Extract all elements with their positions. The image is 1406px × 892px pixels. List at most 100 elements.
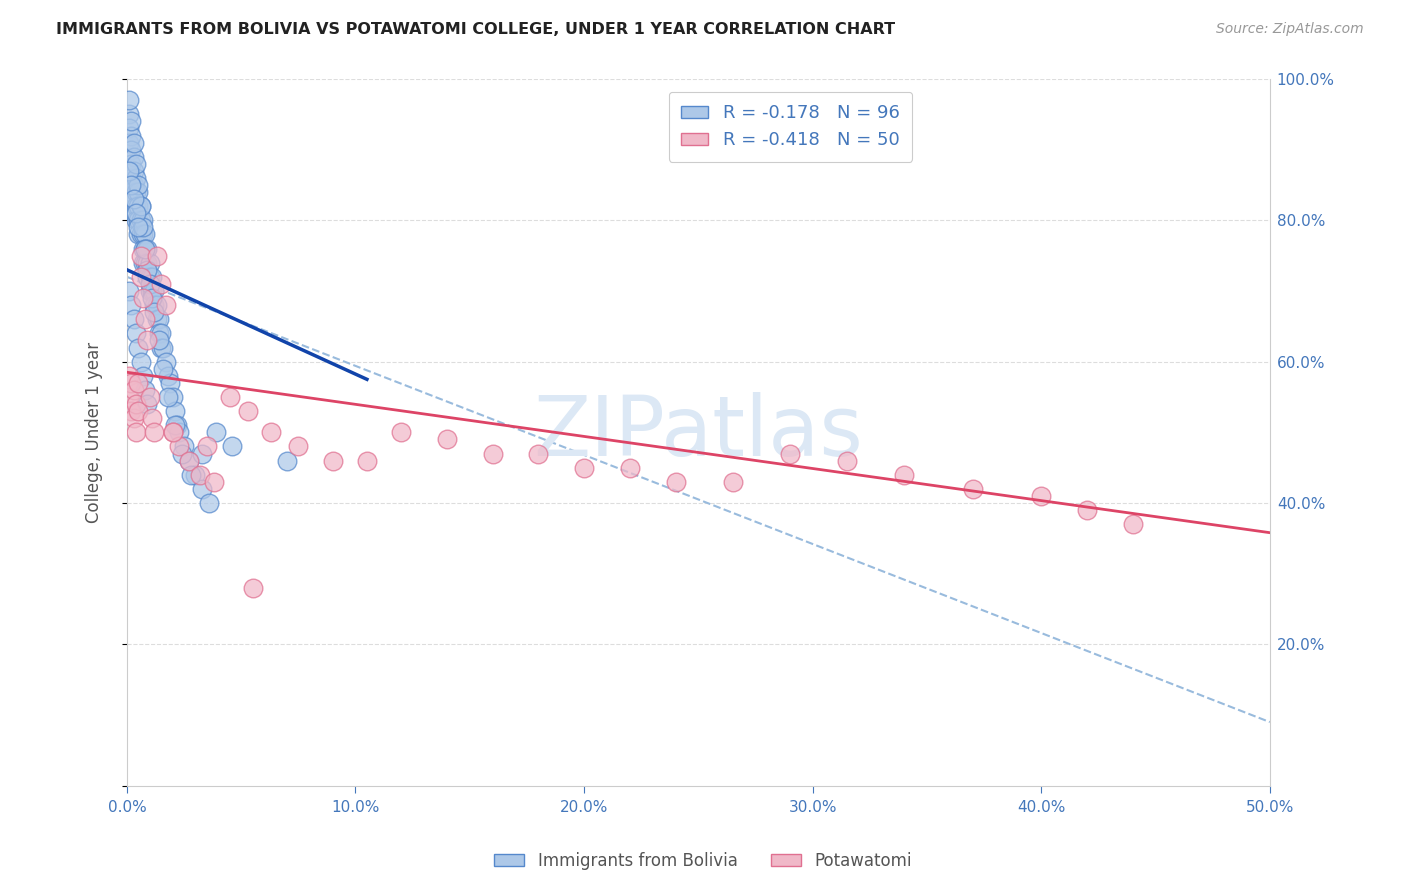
- Point: [139, 269, 162, 284]
- Point: [122, 136, 145, 150]
- Point: [136, 256, 159, 270]
- Point: [136, 334, 159, 348]
- Point: [118, 93, 141, 107]
- Point: [198, 496, 221, 510]
- Point: [527, 446, 550, 460]
- Point: [121, 157, 143, 171]
- Point: [572, 460, 595, 475]
- Point: [134, 383, 156, 397]
- Point: [835, 453, 858, 467]
- Point: [139, 256, 162, 270]
- Point: [139, 277, 162, 291]
- Point: [163, 404, 186, 418]
- Point: [129, 249, 152, 263]
- Point: [127, 220, 149, 235]
- Legend: Immigrants from Bolivia, Potawatomi: Immigrants from Bolivia, Potawatomi: [488, 846, 918, 877]
- Point: [118, 136, 141, 150]
- Point: [121, 178, 143, 192]
- Point: [148, 326, 170, 341]
- Point: [163, 418, 186, 433]
- Point: [150, 326, 173, 341]
- Point: [118, 390, 141, 404]
- Point: [134, 227, 156, 242]
- Point: [242, 581, 264, 595]
- Point: [322, 453, 344, 467]
- Point: [188, 467, 211, 482]
- Point: [962, 482, 984, 496]
- Point: [150, 277, 173, 291]
- Point: [127, 227, 149, 242]
- Point: [1031, 489, 1053, 503]
- Point: [127, 341, 149, 355]
- Point: [141, 269, 163, 284]
- Point: [132, 368, 155, 383]
- Point: [127, 213, 149, 227]
- Point: [145, 298, 167, 312]
- Point: [122, 178, 145, 192]
- Point: [619, 460, 641, 475]
- Point: [121, 185, 143, 199]
- Point: [152, 361, 174, 376]
- Point: [893, 467, 915, 482]
- Point: [155, 298, 177, 312]
- Point: [356, 453, 378, 467]
- Point: [159, 376, 181, 390]
- Point: [121, 404, 143, 418]
- Point: [202, 475, 225, 489]
- Point: [125, 397, 148, 411]
- Point: [125, 170, 148, 185]
- Point: [205, 425, 228, 440]
- Point: [136, 262, 159, 277]
- Point: [134, 242, 156, 256]
- Point: [127, 199, 149, 213]
- Point: [143, 284, 166, 298]
- Point: [118, 164, 141, 178]
- Point: [122, 192, 145, 206]
- Point: [157, 368, 180, 383]
- Point: [141, 284, 163, 298]
- Point: [1122, 517, 1144, 532]
- Point: [129, 269, 152, 284]
- Point: [141, 291, 163, 305]
- Point: [148, 312, 170, 326]
- Point: [127, 178, 149, 192]
- Point: [125, 199, 148, 213]
- Point: [127, 185, 149, 199]
- Point: [139, 390, 162, 404]
- Point: [129, 213, 152, 227]
- Point: [125, 326, 148, 341]
- Point: [169, 425, 191, 440]
- Text: IMMIGRANTS FROM BOLIVIA VS POTAWATOMI COLLEGE, UNDER 1 YEAR CORRELATION CHART: IMMIGRANTS FROM BOLIVIA VS POTAWATOMI CO…: [56, 22, 896, 37]
- Point: [136, 269, 159, 284]
- Point: [150, 341, 173, 355]
- Point: [125, 185, 148, 199]
- Point: [145, 249, 167, 263]
- Point: [664, 475, 686, 489]
- Point: [125, 425, 148, 440]
- Point: [276, 453, 298, 467]
- Point: [287, 440, 309, 454]
- Point: [481, 446, 503, 460]
- Point: [145, 312, 167, 326]
- Point: [134, 242, 156, 256]
- Point: [129, 199, 152, 213]
- Point: [121, 298, 143, 312]
- Point: [134, 256, 156, 270]
- Point: [129, 227, 152, 242]
- Point: [389, 425, 412, 440]
- Point: [132, 220, 155, 235]
- Point: [118, 121, 141, 136]
- Point: [177, 453, 200, 467]
- Point: [180, 467, 202, 482]
- Point: [155, 354, 177, 368]
- Point: [136, 397, 159, 411]
- Point: [129, 354, 152, 368]
- Point: [139, 284, 162, 298]
- Point: [122, 164, 145, 178]
- Point: [118, 107, 141, 121]
- Point: [779, 446, 801, 460]
- Point: [122, 411, 145, 425]
- Legend: R = -0.178   N = 96, R = -0.418   N = 50: R = -0.178 N = 96, R = -0.418 N = 50: [668, 92, 912, 161]
- Point: [121, 143, 143, 157]
- Point: [173, 440, 195, 454]
